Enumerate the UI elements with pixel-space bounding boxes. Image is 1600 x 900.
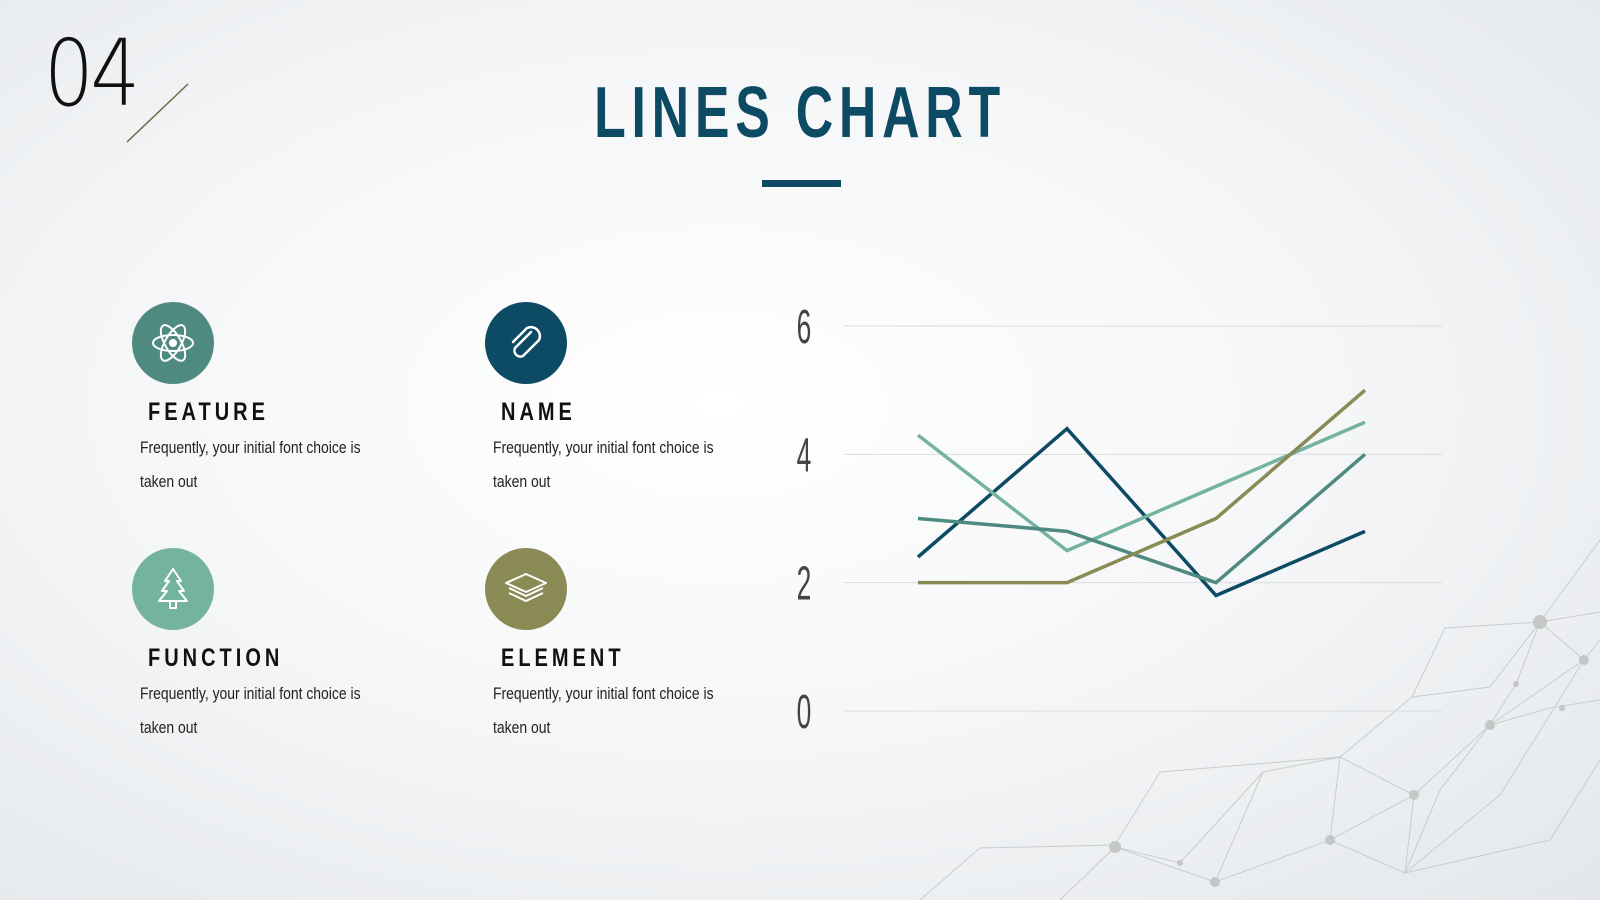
paperclip-icon — [485, 302, 567, 384]
feature-item: NAME Frequently, your initial font choic… — [485, 302, 753, 499]
feature-label: FEATURE — [148, 398, 269, 426]
series-line-2 — [917, 453, 1367, 585]
feature-desc: Frequently, your initial font choice is … — [140, 438, 361, 491]
feature-desc: Frequently, your initial font choice is … — [140, 684, 361, 737]
page-title: LINES CHART — [594, 73, 1006, 153]
title-underline — [762, 180, 841, 187]
layers-icon — [485, 548, 567, 630]
series-line-1 — [916, 420, 1366, 553]
atom-icon — [132, 302, 214, 384]
y-tick-label: 2 — [797, 558, 812, 611]
feature-label: NAME — [501, 398, 576, 426]
y-tick-label: 0 — [797, 686, 812, 739]
feature-item: FEATURE Frequently, your initial font ch… — [132, 302, 400, 499]
feature-label: FUNCTION — [148, 644, 284, 672]
feature-desc: Frequently, your initial font choice is … — [493, 438, 714, 491]
feature-desc: Frequently, your initial font choice is … — [493, 684, 714, 737]
y-tick-label: 4 — [797, 429, 812, 482]
feature-label: ELEMENT — [501, 644, 625, 672]
y-tick-label: 6 — [797, 301, 812, 354]
feature-item: FUNCTION Frequently, your initial font c… — [132, 548, 400, 745]
series-line-3 — [918, 388, 1367, 585]
slash-decoration — [126, 83, 189, 143]
feature-item: ELEMENT Frequently, your initial font ch… — [485, 548, 753, 745]
slide-number: 04 — [44, 20, 140, 127]
tree-icon — [132, 548, 214, 630]
